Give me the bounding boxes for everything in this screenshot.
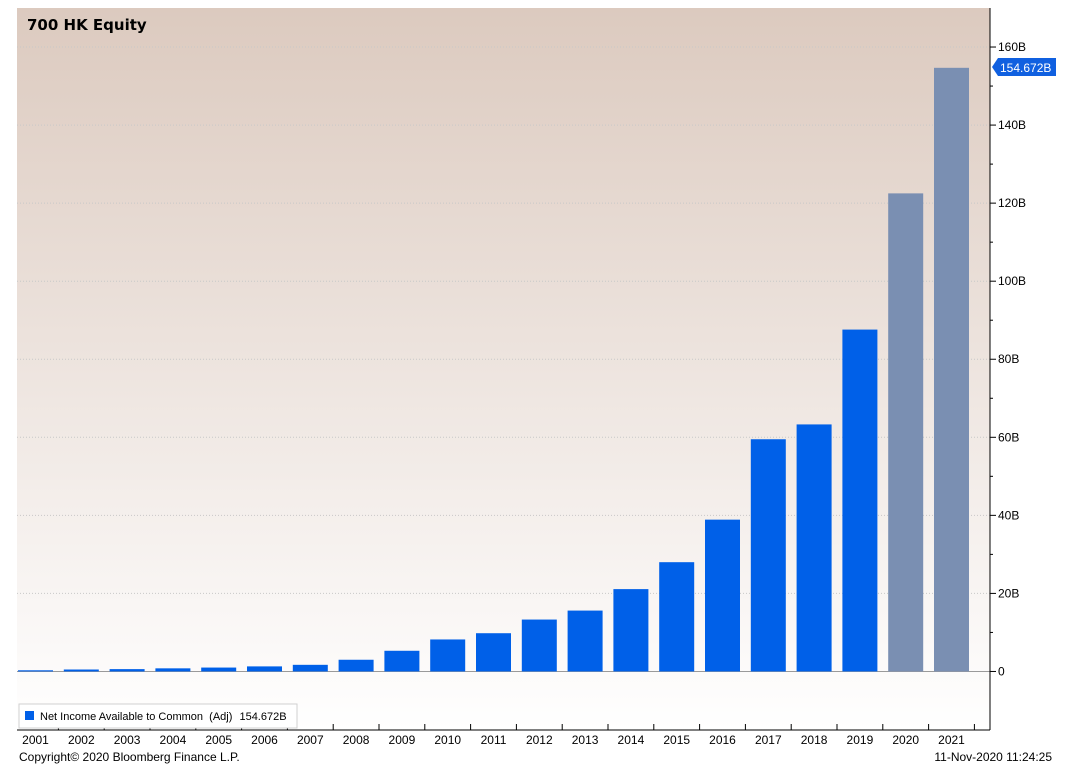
bar-2019 xyxy=(842,329,878,672)
bar-2012 xyxy=(521,619,557,672)
y-tick-label: 20B xyxy=(998,586,1019,600)
x-tick-label: 2014 xyxy=(618,733,645,747)
x-tick-label: 2017 xyxy=(755,733,782,747)
bar-2021 xyxy=(934,67,969,672)
bars xyxy=(18,67,969,672)
x-tick-label: 2015 xyxy=(663,733,690,747)
y-tick-label: 0 xyxy=(998,664,1005,678)
x-tick-label: 2018 xyxy=(801,733,828,747)
callout-shape xyxy=(992,58,1056,76)
bar-2015 xyxy=(659,562,695,672)
x-tick-label: 2004 xyxy=(160,733,187,747)
legend-box xyxy=(18,703,298,729)
x-tick-label: 2001 xyxy=(22,733,49,747)
bar-2009 xyxy=(384,650,420,672)
x-tick-label: 2016 xyxy=(709,733,736,747)
legend-swatch xyxy=(25,711,34,720)
legend: Net Income Available to Common (Adj) 154… xyxy=(18,703,298,729)
legend-value: 154.672B xyxy=(239,711,286,723)
bar-2003 xyxy=(109,669,145,672)
x-tick-label: 2012 xyxy=(526,733,553,747)
x-axis-ticks: 2001 2002 2003 2004 2005 2006 2007 2008 2009 2010… xyxy=(22,724,975,747)
bar-2008 xyxy=(338,659,374,672)
bar-2005 xyxy=(201,667,237,672)
y-tick-label: 40B xyxy=(998,508,1019,522)
y-tick-label: 120B xyxy=(998,196,1026,210)
bar-2017 xyxy=(750,439,786,672)
x-tick-label: 2010 xyxy=(434,733,461,747)
timestamp-text: 11-Nov-2020 11:24:25 xyxy=(934,750,1052,764)
x-tick-label: 2002 xyxy=(68,733,95,747)
copyright-text: Copyright© 2020 Bloomberg Finance L.P. xyxy=(19,750,240,764)
bar-2007 xyxy=(292,664,328,672)
x-tick-label: 2020 xyxy=(892,733,919,747)
bar-2011 xyxy=(476,633,511,672)
x-tick-label: 2007 xyxy=(297,733,324,747)
bar-2010 xyxy=(430,639,466,672)
y-tick-label: 60B xyxy=(998,430,1019,444)
chart-title: 700 HK Equity xyxy=(27,16,147,34)
y-tick-label: 160B xyxy=(998,40,1026,54)
svg-text:Net Income Available to Common: Net Income Available to Common (Adj) 154… xyxy=(40,711,287,723)
x-tick-label: 2011 xyxy=(481,733,507,747)
y-tick-label: 80B xyxy=(998,352,1019,366)
y-tick-label: 100B xyxy=(998,274,1026,288)
bar-2001 xyxy=(18,670,53,672)
y-axis-ticks: 0 20B 40B 60B 80B 100B 120B 140B 160B xyxy=(990,40,1026,678)
x-tick-label: 2009 xyxy=(389,733,416,747)
y-tick-label: 140B xyxy=(998,118,1026,132)
x-tick-label: 2008 xyxy=(343,733,370,747)
bar-2014 xyxy=(613,589,649,672)
legend-label: Net Income Available to Common (Adj) xyxy=(40,711,232,723)
x-tick-label: 2013 xyxy=(572,733,599,747)
x-tick-label: 2005 xyxy=(205,733,232,747)
callout-label: 154.672B xyxy=(1000,61,1051,75)
bar-2018 xyxy=(796,424,832,672)
x-tick-label: 2019 xyxy=(847,733,874,747)
value-callout: 154.672B xyxy=(992,58,1056,76)
bar-2013 xyxy=(567,610,603,672)
bar-2020 xyxy=(888,193,924,672)
x-tick-label: 2006 xyxy=(251,733,278,747)
bar-2016 xyxy=(705,519,740,672)
x-tick-label: 2021 xyxy=(938,733,965,747)
bar-2002 xyxy=(63,669,99,672)
bar-2004 xyxy=(155,668,191,672)
bar-2006 xyxy=(247,666,282,672)
x-tick-label: 2003 xyxy=(114,733,141,747)
